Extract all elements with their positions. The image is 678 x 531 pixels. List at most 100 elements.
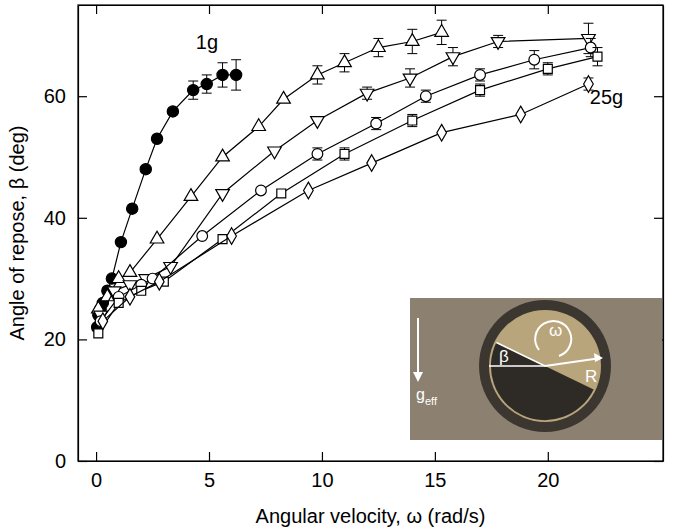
error-bar <box>340 148 350 160</box>
error-cap <box>231 90 241 91</box>
marker <box>114 298 123 307</box>
marker <box>371 118 382 129</box>
marker <box>167 106 178 117</box>
tick-label: 15 <box>424 469 446 491</box>
reference-line <box>489 365 545 367</box>
error-cap <box>362 87 372 88</box>
tick-mark <box>435 452 436 461</box>
inset-label: ω <box>549 321 562 340</box>
error-cap <box>475 96 485 97</box>
axis: 0204060 <box>44 6 87 472</box>
marker <box>94 329 103 338</box>
error-cap <box>543 62 553 63</box>
marker <box>491 38 505 50</box>
axis: 05101520 <box>79 452 664 491</box>
series-line <box>101 48 591 322</box>
marker <box>230 69 241 80</box>
marker <box>150 231 164 243</box>
error-cap <box>437 20 447 21</box>
tick-mark <box>209 5 210 14</box>
error-cap <box>218 62 228 63</box>
rotation-arrow <box>535 321 571 356</box>
plot: 051015200204060ωβRgeff1g25g <box>44 5 664 491</box>
error-cap <box>592 65 602 66</box>
marker <box>408 116 417 125</box>
tick-mark <box>654 218 663 219</box>
error-cap <box>407 53 417 54</box>
plot-frame <box>78 5 663 461</box>
tick-mark <box>322 5 323 14</box>
marker <box>123 265 137 277</box>
tick <box>209 5 210 14</box>
tick <box>654 96 663 97</box>
marker <box>197 231 208 242</box>
marker <box>115 236 126 247</box>
marker <box>184 189 198 201</box>
marker <box>311 117 325 129</box>
tick-mark <box>96 5 97 14</box>
inset: ωβRgeff <box>410 298 662 440</box>
error-cap <box>448 47 458 48</box>
error-cap <box>437 44 447 45</box>
marker <box>98 313 108 330</box>
error-cap <box>586 38 596 39</box>
tick-label: 10 <box>311 469 333 491</box>
tick-label: 0 <box>91 469 102 491</box>
marker <box>216 190 230 202</box>
tick <box>654 218 663 219</box>
marker <box>437 124 447 141</box>
tick-mark <box>96 452 97 461</box>
tick: 60 <box>44 85 87 107</box>
tick-label: 20 <box>44 328 66 350</box>
error-cap <box>202 93 212 94</box>
error-cap <box>218 87 228 88</box>
error-bar <box>407 114 417 126</box>
marker <box>311 67 325 79</box>
marker <box>312 149 323 160</box>
error-bar <box>529 51 539 69</box>
error-bar <box>312 148 322 160</box>
marker <box>155 273 165 290</box>
marker <box>201 78 212 89</box>
error-bar <box>592 48 602 66</box>
error-bar <box>202 75 212 93</box>
tick: 0 <box>91 452 102 491</box>
marker <box>435 25 449 37</box>
marker <box>529 54 540 65</box>
axis <box>79 5 664 14</box>
tick-mark <box>322 452 323 461</box>
bearing <box>479 300 611 432</box>
tick-mark <box>209 452 210 461</box>
tick: 40 <box>44 207 87 229</box>
error-cap <box>405 68 415 69</box>
marker <box>268 147 282 159</box>
tick <box>96 5 97 14</box>
axis-title: Angular velocity, ω (rad/s) <box>256 505 486 527</box>
marker <box>304 182 314 199</box>
tick-mark <box>435 5 436 14</box>
tick-mark <box>78 96 87 97</box>
marker <box>277 189 286 198</box>
series-line <box>97 75 236 327</box>
error-bar <box>475 69 485 81</box>
error-cap <box>592 47 602 48</box>
marker <box>360 89 374 101</box>
error-cap <box>202 74 212 75</box>
marker <box>140 164 151 175</box>
tick-mark <box>654 96 663 97</box>
inset-label: g <box>416 386 425 403</box>
error-bar <box>371 117 381 129</box>
marker <box>277 91 291 103</box>
error-cap <box>583 23 593 24</box>
marker <box>475 70 486 81</box>
error-cap <box>475 84 485 85</box>
tick: 20 <box>44 328 87 350</box>
error-cap <box>373 56 383 57</box>
error-cap <box>188 99 198 100</box>
granular-bed <box>491 343 594 421</box>
tick: 15 <box>424 452 446 491</box>
radius-arrow <box>545 358 601 366</box>
error-cap <box>407 29 417 30</box>
marker <box>188 84 199 95</box>
marker <box>216 149 230 161</box>
